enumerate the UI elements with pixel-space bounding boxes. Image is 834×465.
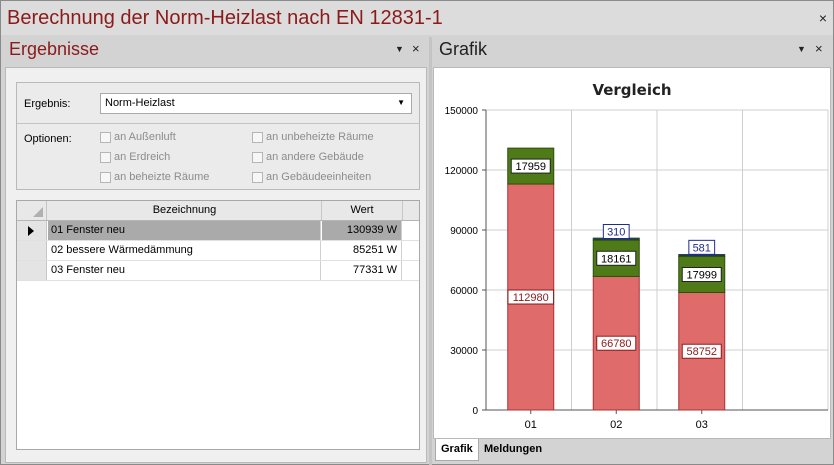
option-label: an beheizte Räume — [114, 171, 210, 183]
chart-panel-title: Grafik — [439, 39, 488, 59]
data-label: 18161 — [601, 253, 632, 265]
data-label: 66780 — [601, 338, 632, 350]
results-panel: Ergebnis: Norm-Heizlast ▼ Optionen: an A… — [5, 67, 427, 463]
group-divider — [17, 123, 419, 124]
ergebnis-select[interactable]: Norm-Heizlast ▼ — [100, 93, 412, 114]
data-label: 310 — [607, 226, 625, 238]
row-header[interactable] — [17, 221, 47, 240]
window-title: Berechnung der Norm-Heizlast nach EN 128… — [7, 7, 443, 29]
checkbox-box — [252, 152, 263, 163]
data-label-box — [602, 223, 630, 239]
row-name-cell[interactable]: 03 Fenster neu — [48, 261, 321, 280]
tab-meldungen[interactable]: Meldungen — [484, 443, 543, 455]
chart-tab-strip: Grafik Meldungen — [433, 439, 831, 463]
data-label-box — [688, 239, 716, 255]
y-tick-label: 120000 — [445, 166, 479, 177]
x-tick-label: 02 — [610, 419, 622, 431]
y-tick-label: 90000 — [450, 226, 478, 237]
checkbox-box — [252, 132, 263, 143]
option-label: an Erdreich — [114, 151, 171, 163]
y-tick-label: 150000 — [445, 106, 479, 117]
chevron-down-icon: ▼ — [397, 98, 405, 107]
table-row[interactable]: 01 Fenster neu 130939 W — [17, 221, 419, 241]
chart-panel: Vergleich 0 30000 60000 90000 120000 150000 01 1… — [433, 67, 831, 439]
data-label-box — [681, 266, 722, 282]
results-panel-header: Ergebnisse ▼ × — [3, 37, 427, 65]
tab-grafik[interactable]: Grafik — [435, 439, 479, 461]
title-bar: Berechnung der Norm-Heizlast nach EN 128… — [1, 1, 833, 35]
checkbox-box — [100, 172, 111, 183]
row-value-cell[interactable]: 77331 W — [322, 261, 402, 280]
result-options-group: Ergebnis: Norm-Heizlast ▼ Optionen: an A… — [16, 82, 420, 190]
checkbox-box — [100, 132, 111, 143]
row-value-cell[interactable]: 85251 W — [322, 241, 402, 260]
chart-panel-close-icon[interactable]: × — [815, 41, 823, 56]
chart-panel-header: Grafik ▼ × — [433, 37, 833, 65]
row-name-cell[interactable]: 01 Fenster neu — [48, 221, 321, 240]
data-label: 112980 — [513, 292, 549, 304]
checkbox-box — [252, 172, 263, 183]
y-tick-label: 30000 — [450, 346, 478, 357]
data-label-box — [507, 289, 555, 305]
data-label-box — [596, 335, 637, 351]
column-header-bezeichnung[interactable]: Bezeichnung — [48, 201, 322, 220]
table-header: Bezeichnung Wert — [17, 201, 419, 221]
row-header[interactable] — [17, 261, 47, 280]
panel-splitter[interactable] — [429, 37, 432, 465]
x-tick-label: 01 — [525, 419, 537, 431]
data-label-box — [596, 250, 637, 266]
results-panel-close-icon[interactable]: × — [412, 41, 420, 56]
current-row-arrow-icon — [28, 226, 34, 236]
option-label: an Außenluft — [114, 131, 176, 143]
table-row[interactable]: 03 Fenster neu 77331 W — [17, 261, 419, 281]
data-label: 58752 — [686, 346, 717, 358]
chart-title: Vergleich — [592, 81, 671, 99]
data-label: 581 — [693, 242, 711, 254]
row-header[interactable] — [17, 241, 47, 260]
ergebnis-select-value: Norm-Heizlast — [105, 97, 175, 109]
row-value-cell[interactable]: 130939 W — [322, 221, 402, 240]
select-all-corner[interactable] — [17, 201, 47, 220]
checkbox-box — [100, 152, 111, 163]
data-label: 17959 — [515, 161, 546, 173]
results-panel-title: Ergebnisse — [9, 39, 100, 59]
option-label: an andere Gebäude — [266, 151, 364, 163]
column-header-wert[interactable]: Wert — [322, 201, 403, 220]
window-close-icon[interactable]: × — [818, 10, 827, 26]
option-label: an unbeheizte Räume — [266, 131, 374, 143]
chart-panel-menu-icon[interactable]: ▼ — [797, 44, 806, 54]
comparison-chart: Vergleich 0 30000 60000 90000 120000 150000 01 1… — [445, 81, 829, 431]
optionen-label: Optionen: — [24, 133, 72, 145]
option-label: an Gebäudeeinheiten — [266, 171, 372, 183]
data-label: 17999 — [686, 269, 717, 281]
results-panel-menu-icon[interactable]: ▼ — [395, 44, 404, 54]
y-tick-label: 0 — [472, 406, 478, 417]
ergebnis-label: Ergebnis: — [24, 98, 71, 110]
x-tick-label: 03 — [696, 419, 708, 431]
row-name-cell[interactable]: 02 bessere Wärmedämmung — [48, 241, 321, 260]
data-label-box — [681, 343, 722, 359]
y-tick-label: 60000 — [450, 286, 478, 297]
results-table: Bezeichnung Wert 01 Fenster neu 130939 W… — [16, 200, 420, 450]
data-label-box — [510, 158, 551, 174]
table-row[interactable]: 02 bessere Wärmedämmung 85251 W — [17, 241, 419, 261]
